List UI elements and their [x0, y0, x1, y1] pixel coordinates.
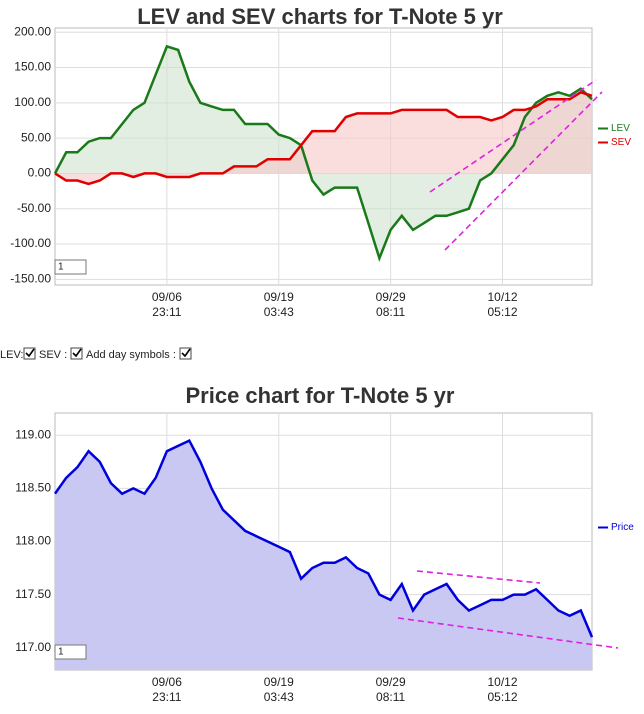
- series-line: [53, 438, 594, 638]
- series-line: [54, 90, 593, 186]
- y-tick-label: 117.50: [15, 587, 51, 601]
- control-label: SEV :: [39, 349, 67, 361]
- trend-lines: [397, 79, 619, 649]
- x-tick-label: 10/12 05:12: [487, 290, 517, 319]
- y-tick-label: -50.00: [17, 201, 51, 215]
- y-tick-label: 0.00: [28, 166, 52, 180]
- series-line: [53, 44, 593, 262]
- value-input-text: 1: [58, 647, 64, 658]
- x-tick-label: 09/06 23:11: [152, 675, 182, 704]
- y-tick-label: 118.00: [15, 534, 51, 548]
- checkbox[interactable]: [70, 347, 83, 360]
- x-tick-label: 09/19 03:43: [264, 290, 294, 319]
- legend-label: LEV: [611, 123, 630, 134]
- y-tick-label: 200.00: [14, 24, 51, 38]
- y-tick-label: 118.50: [15, 481, 51, 495]
- y-tick-label: 100.00: [14, 95, 51, 109]
- control-label: LEV:: [0, 349, 23, 361]
- chart-title: Price chart for T-Note 5 yr: [186, 383, 455, 408]
- x-tick-label: 09/19 03:43: [264, 675, 294, 704]
- x-tick-label: 09/29 08:11: [376, 675, 406, 704]
- area-fill: [55, 440, 592, 670]
- legend-label: Price: [611, 522, 634, 533]
- chart-title: LEV and SEV charts for T-Note 5 yr: [137, 4, 503, 29]
- control-label: Add day symbols :: [86, 349, 176, 361]
- y-tick-label: 119.00: [15, 427, 51, 441]
- x-tick-label: 09/06 23:11: [152, 290, 182, 319]
- controls-row: LEV: SEV : Add day symbols :: [0, 347, 192, 361]
- value-input-text: 1: [58, 262, 64, 273]
- x-tick-label: 09/29 08:11: [376, 290, 406, 319]
- value-input[interactable]: [54, 644, 87, 660]
- x-tick-label: 10/12 05:12: [487, 675, 517, 704]
- y-tick-label: -100.00: [10, 236, 51, 250]
- trend-line: [416, 570, 541, 584]
- trend-line: [429, 79, 597, 193]
- check: [72, 348, 82, 358]
- area-fill: [55, 46, 592, 259]
- checkbox[interactable]: [23, 347, 36, 360]
- trend-line: [444, 91, 603, 251]
- y-tick-label: 117.00: [15, 640, 51, 654]
- legend-label: SEV: [611, 137, 631, 148]
- check: [25, 348, 35, 358]
- area-fill: [55, 92, 592, 184]
- trend-line: [397, 617, 619, 649]
- check: [181, 348, 191, 358]
- y-tick-label: -150.00: [10, 272, 51, 286]
- value-input[interactable]: [54, 259, 87, 275]
- checkbox[interactable]: [179, 347, 192, 360]
- y-tick-label: 150.00: [14, 60, 51, 74]
- y-tick-label: 50.00: [21, 130, 51, 144]
